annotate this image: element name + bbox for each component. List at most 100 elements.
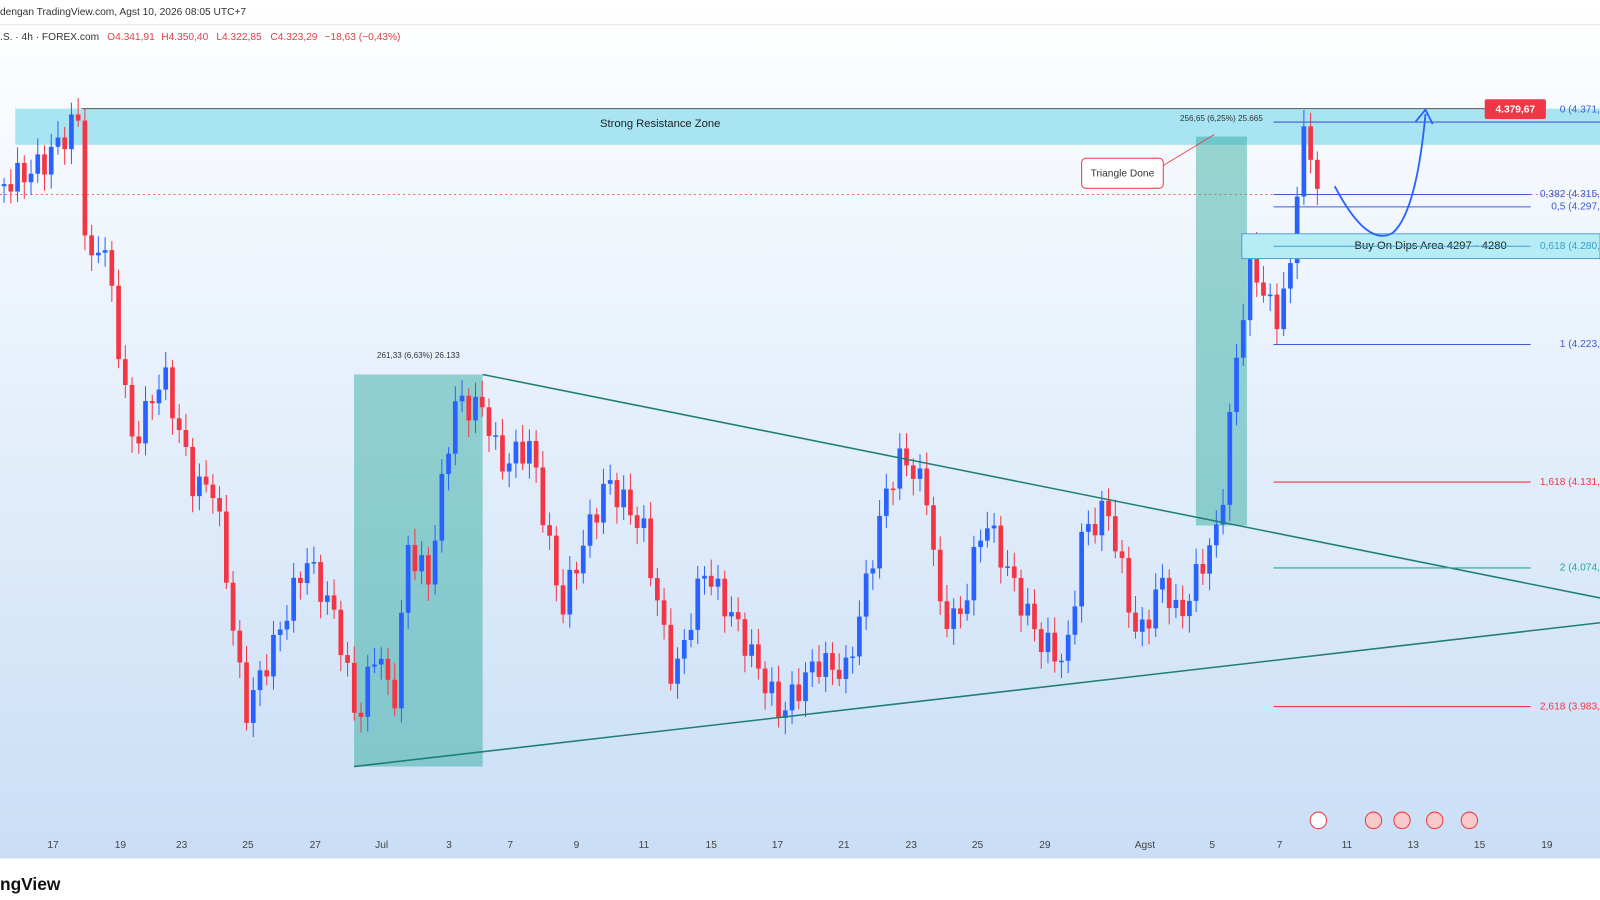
candle-body	[452, 401, 458, 454]
candle-body	[567, 569, 573, 615]
candle-body	[675, 658, 680, 684]
triangle-lower	[353, 621, 1600, 768]
x-tick-label: 21	[838, 840, 850, 851]
candle-body	[479, 396, 485, 408]
candle-body	[493, 435, 499, 437]
measure-label-left: 261,33 (6,63%) 26.133	[377, 351, 460, 360]
candle-body	[655, 578, 660, 601]
candle-body	[1193, 564, 1199, 601]
x-tick-label: 19	[1541, 840, 1553, 851]
ohlc-open: O4.341,91	[107, 32, 155, 43]
candle-body	[735, 612, 741, 620]
fib-label: 0,5 (4.297,	[1551, 202, 1600, 213]
candle-body	[1220, 504, 1226, 525]
candle-body	[520, 441, 525, 464]
candle-body	[298, 577, 303, 584]
candle-body	[924, 468, 930, 506]
candle-body	[143, 401, 148, 444]
candle-body	[1294, 196, 1300, 264]
candle-body	[1274, 294, 1280, 330]
candle-body	[338, 609, 344, 656]
x-tick-label: 3	[446, 840, 452, 851]
candle-body	[473, 396, 478, 421]
x-tick-label: 5	[1209, 840, 1215, 851]
candle-body	[648, 518, 653, 579]
candle-body	[634, 515, 640, 528]
event-icon[interactable]	[1309, 811, 1328, 830]
candle-body	[15, 162, 20, 192]
candle-body	[594, 514, 600, 523]
candle-body	[1227, 412, 1233, 505]
x-tick-label: Agst	[1135, 840, 1156, 851]
symbol: .S. · 4h · FOREX.com	[0, 32, 99, 43]
candle-body	[325, 595, 330, 602]
candle-body	[1254, 244, 1260, 283]
candle-body	[958, 608, 963, 614]
candle-body	[230, 582, 236, 631]
candle-body	[311, 562, 317, 564]
candle-body	[951, 608, 957, 629]
x-tick-label: 15	[706, 840, 718, 851]
candle-body	[1153, 589, 1159, 629]
candle-body	[789, 684, 795, 711]
candle-body	[870, 568, 876, 574]
x-tick-label: 25	[972, 840, 984, 851]
fib-label: 0,618 (4.280,	[1540, 241, 1600, 252]
candle-body	[163, 367, 169, 390]
candle-body	[553, 535, 559, 586]
candle-body	[1065, 634, 1071, 661]
candle-body	[1086, 523, 1091, 532]
fib-label: 0,382 (4.315,	[1540, 189, 1600, 200]
fib-label: 1,618 (4.131,	[1540, 477, 1600, 488]
candle-body	[1025, 603, 1031, 616]
candle-body	[1315, 159, 1320, 189]
candle-body	[237, 630, 243, 663]
candle-body	[756, 644, 761, 669]
event-icon[interactable]	[1426, 811, 1444, 830]
candle-body	[796, 684, 802, 702]
candle-body	[1160, 577, 1165, 590]
event-icon[interactable]	[1364, 811, 1383, 830]
ohlc-change: −18,63 (−0,43%)	[324, 32, 400, 43]
candle-body	[695, 578, 701, 630]
candle-body	[560, 585, 566, 615]
candle-body	[1288, 263, 1293, 289]
candle-body	[183, 430, 189, 447]
x-tick-label: 17	[772, 840, 784, 851]
candle-body	[1099, 500, 1105, 536]
event-icon[interactable]	[1460, 811, 1479, 830]
event-icon[interactable]	[1393, 811, 1411, 830]
candle-body	[96, 252, 101, 256]
candle-body	[729, 612, 734, 617]
candle-body	[351, 662, 357, 713]
candle-body	[331, 595, 337, 610]
candle-body	[944, 601, 950, 629]
candle-body	[1146, 619, 1152, 629]
logo: ngView	[0, 874, 61, 894]
candle-body	[116, 285, 121, 360]
fib-label: 2,618 (3.983,	[1540, 701, 1600, 712]
candle-body	[1092, 523, 1098, 536]
x-tick-label: 23	[176, 840, 188, 851]
candle-body	[439, 473, 445, 541]
candle-body	[978, 540, 983, 548]
candle-body	[931, 505, 936, 550]
candle-body	[1052, 632, 1058, 662]
x-tick-label: 9	[574, 840, 580, 851]
candle-body	[836, 669, 842, 679]
candle-body	[823, 653, 829, 677]
candle-body	[365, 666, 371, 717]
candle-body	[102, 250, 108, 253]
candle-body	[681, 639, 687, 659]
candle-body	[446, 453, 451, 474]
candle-body	[533, 440, 539, 468]
candle-body	[668, 624, 674, 684]
candle-body	[197, 476, 202, 497]
candle-body	[1207, 545, 1212, 574]
fib-label: 1 (4.223,	[1560, 339, 1600, 350]
candle-body	[803, 672, 808, 702]
candle-body	[69, 114, 74, 150]
candle-body	[21, 162, 27, 183]
event-icons	[1309, 811, 1479, 830]
